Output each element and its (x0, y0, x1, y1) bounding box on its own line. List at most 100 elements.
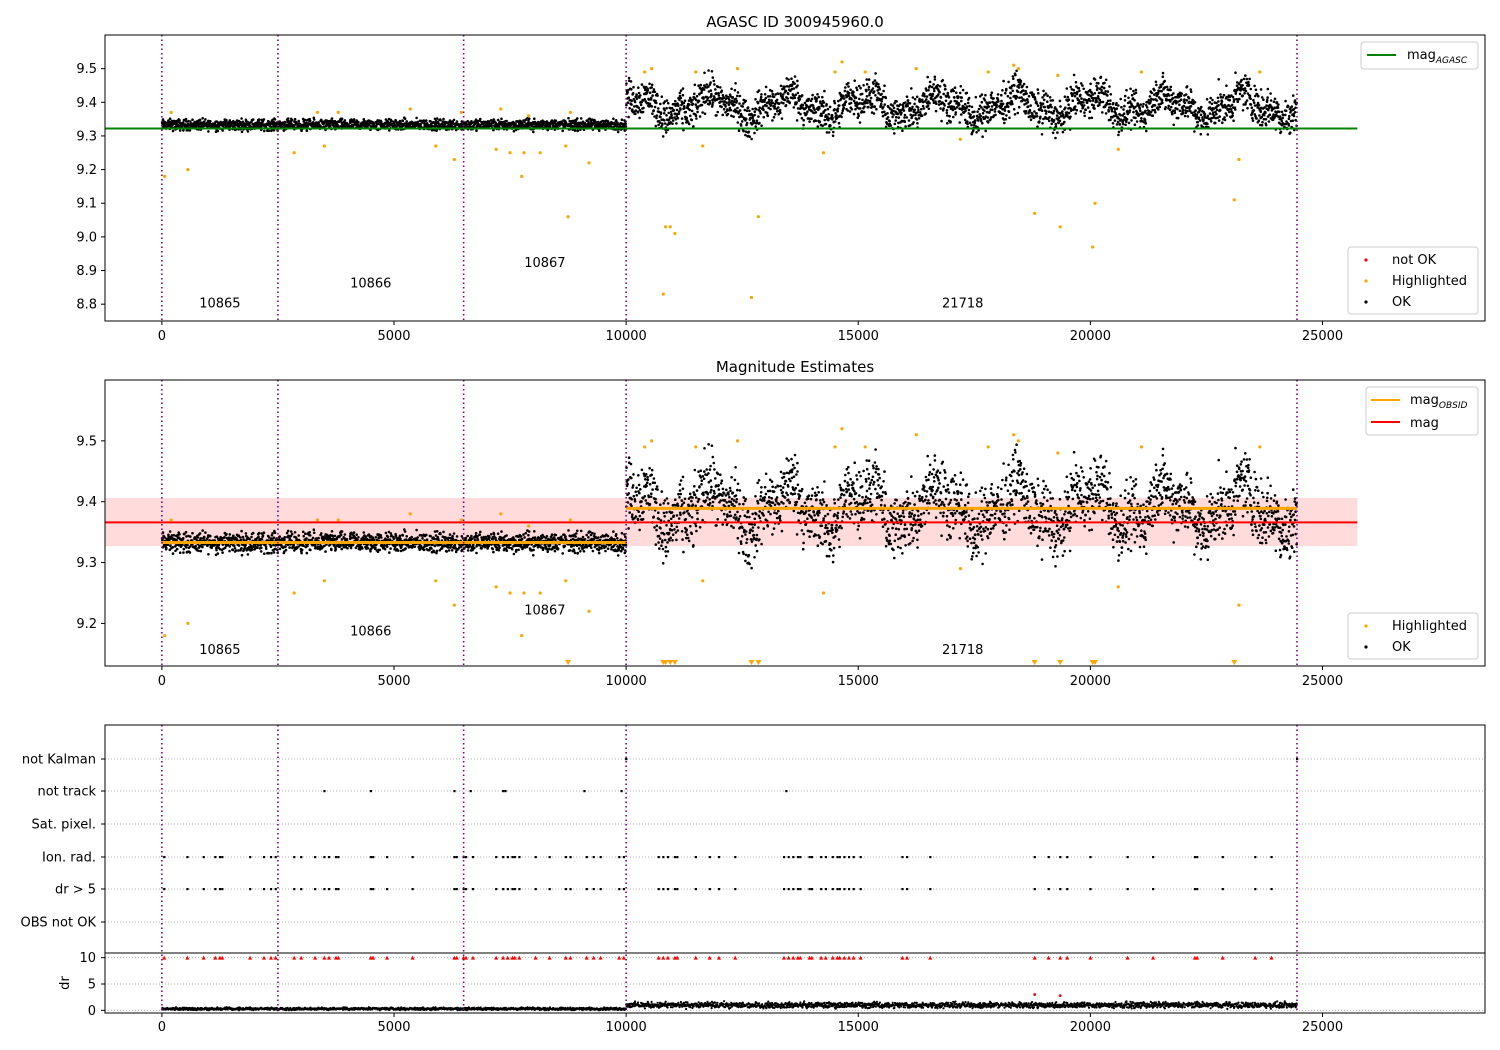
agasc-ok-point (858, 97, 861, 101)
agasc-ok-point (1183, 114, 1187, 118)
agasc-ok-point (820, 114, 824, 117)
agasc-ok-point (1277, 103, 1280, 106)
agasc-ok-point (1154, 110, 1157, 114)
agasc-ok-point (663, 119, 666, 122)
agasc-ok-point (780, 117, 784, 120)
agasc-ok-point (843, 89, 847, 93)
agasc-ok-point (328, 124, 332, 128)
magnitude-ok-point (201, 545, 204, 549)
agasc-ok-point (1253, 104, 1257, 107)
not-ok-swatch (1364, 258, 1368, 262)
agasc-ok-point (963, 118, 967, 122)
agasc-highlighted-point (1139, 70, 1144, 74)
agasc-ok-point (865, 83, 869, 86)
agasc-ok-point (646, 88, 650, 92)
agasc-ok-point (1215, 112, 1218, 116)
agasc-ok-point (828, 105, 832, 109)
agasc-ok-point (1205, 98, 1209, 101)
agasc-ok-point (1019, 83, 1022, 86)
agasc-ok-point (1206, 122, 1209, 126)
agasc-ok-point (977, 119, 980, 122)
agasc-ok-point (490, 124, 493, 128)
agasc-ok-point (1135, 120, 1139, 123)
agasc-ok-point (954, 91, 958, 94)
agasc-ok-point (1040, 133, 1044, 136)
magnitude-ok-point (262, 531, 266, 534)
agasc-ok-point (666, 101, 670, 105)
agasc-ok-point (757, 115, 760, 118)
agasc-ok-point (633, 100, 637, 104)
agasc-ok-point (765, 104, 768, 108)
agasc-ok-point (697, 99, 701, 103)
agasc-ok-point (986, 121, 990, 124)
agasc-ok-point (1012, 108, 1016, 111)
agasc-ok-point (925, 98, 928, 101)
agasc-ok-point (859, 86, 862, 90)
agasc-ok-point (847, 94, 851, 97)
agasc-ok-point (690, 100, 693, 104)
agasc-ok-point (906, 99, 910, 102)
agasc-ok-point (1103, 81, 1106, 85)
agasc-ok-point (695, 117, 698, 120)
agasc-ok-point (1008, 116, 1011, 120)
agasc-ok-point (1001, 102, 1005, 106)
agasc-ok-point (662, 112, 666, 115)
agasc-ok-point (305, 121, 308, 124)
agasc-ok-point (1113, 119, 1117, 122)
agasc-ok-point (855, 88, 859, 92)
agasc-ok-point (777, 102, 781, 105)
agasc-ok-point (857, 84, 861, 88)
agasc-ok-point (747, 130, 751, 134)
agasc-ok-point (738, 102, 741, 105)
agasc-ok-point (944, 87, 947, 91)
agasc-ok-point (1159, 85, 1163, 88)
agasc-ok-point (743, 108, 747, 112)
agasc-ok-point (763, 93, 767, 96)
agasc-ok-point (938, 90, 941, 94)
agasc-ok-point (677, 104, 680, 108)
agasc-ok-point (1278, 115, 1282, 118)
agasc-ok-point (639, 103, 643, 107)
agasc-ok-point (730, 87, 733, 91)
agasc-ok-point (913, 108, 917, 112)
agasc-ok-point (1230, 103, 1234, 107)
agasc-highlighted-point (749, 295, 754, 300)
agasc-ok-point (902, 109, 906, 112)
agasc-ok-point (311, 121, 315, 124)
agasc-ok-point (184, 117, 188, 121)
agasc-ok-point (629, 80, 633, 83)
magnitude-ok-point (225, 532, 228, 536)
agasc-highlighted-point (1093, 201, 1097, 205)
agasc-ok-point (725, 94, 728, 97)
agasc-ok-point (922, 100, 925, 104)
agasc-ok-point (1083, 111, 1086, 114)
magnitude-ok-point (168, 530, 172, 533)
agasc-ok-point (913, 97, 917, 101)
agasc-ok-point (433, 117, 437, 121)
agasc-ok-point (1266, 96, 1269, 99)
agasc-ok-point (860, 92, 864, 96)
agasc-ok-point (1189, 105, 1193, 108)
agasc-ok-point (297, 119, 301, 123)
agasc-ok-point (1099, 75, 1103, 79)
agasc-highlighted-point (336, 110, 340, 114)
agasc-ok-point (1243, 92, 1246, 95)
agasc-ok-point (1252, 109, 1256, 112)
agasc-ok-point (225, 118, 228, 122)
agasc-ok-point (251, 118, 255, 121)
agasc-ok-point (1134, 91, 1138, 94)
magnitude-ok-point (240, 547, 243, 550)
agasc-ok-point (658, 121, 662, 124)
agasc-ok-point (1242, 77, 1246, 81)
agasc-ok-point (1161, 101, 1164, 105)
agasc-ok-point (1127, 96, 1130, 100)
agasc-ok-point (891, 115, 894, 119)
agasc-ok-point (969, 113, 972, 116)
agasc-highlighted-point (568, 110, 573, 114)
agasc-ok-point (720, 105, 723, 109)
agasc-ok-point (899, 108, 903, 112)
agasc-ok-point (1091, 99, 1095, 102)
agasc-highlighted-point (408, 107, 412, 111)
agasc-ok-point (876, 96, 879, 100)
agasc-ok-point (1059, 105, 1062, 108)
